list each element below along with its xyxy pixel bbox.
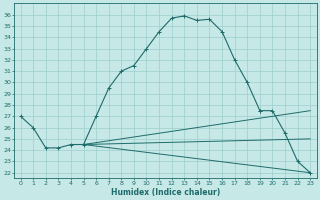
X-axis label: Humidex (Indice chaleur): Humidex (Indice chaleur) — [111, 188, 220, 197]
